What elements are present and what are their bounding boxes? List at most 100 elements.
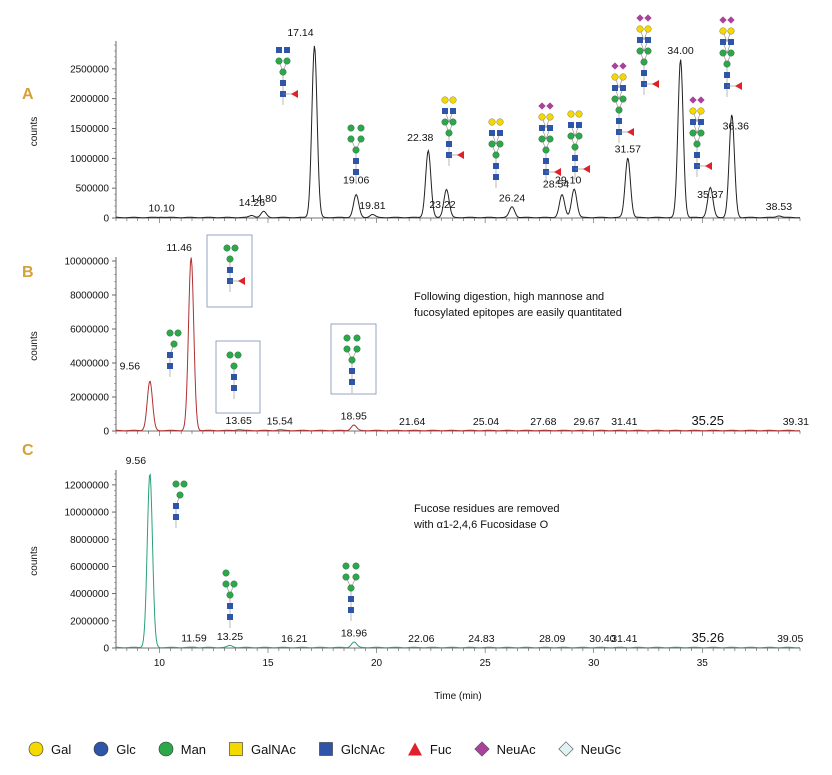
- gal-icon: [449, 96, 457, 104]
- peak-label: 24.83: [468, 633, 494, 645]
- y-tick-label: 2000000: [70, 393, 109, 404]
- man-icon: [230, 580, 238, 588]
- gal-icon: [636, 25, 644, 33]
- man-icon: [615, 106, 623, 114]
- y-tick-label: 2000000: [70, 616, 109, 627]
- peak-label: 28.09: [539, 633, 565, 645]
- man-icon: [727, 49, 735, 57]
- man-icon: [542, 146, 550, 154]
- y-tick-label: 6000000: [70, 562, 109, 573]
- panel-annotation: Following digestion, high mannose and: [414, 291, 604, 303]
- y-tick-label: 6000000: [70, 325, 109, 336]
- glycan-structure-a5: [538, 102, 561, 183]
- peak-label: 35.26: [692, 630, 725, 645]
- man-icon: [619, 95, 627, 103]
- glcnac-icon: [539, 125, 545, 131]
- neuac-icon: [538, 102, 546, 110]
- man-icon: [176, 491, 184, 499]
- peak-label: 9.56: [126, 455, 147, 467]
- x-tick-label: 25: [480, 658, 492, 669]
- peak-label: 30.40: [589, 633, 615, 645]
- man-icon: [347, 584, 355, 592]
- glcnac-icon: [276, 47, 282, 53]
- glycan-structure-b1: [166, 329, 182, 377]
- man-icon: [226, 591, 234, 599]
- man-icon: [343, 334, 351, 342]
- neuac-icon: [689, 96, 697, 104]
- man-icon: [342, 562, 350, 570]
- glycan-structure-c1: [172, 480, 188, 528]
- man-icon: [226, 255, 234, 263]
- glycan-structure-a6: [567, 110, 590, 180]
- glycan-structure-c2: [222, 569, 238, 628]
- glcnac-icon: [724, 72, 730, 78]
- glycan-structure-b3: [226, 351, 242, 399]
- fuc-icon: [583, 165, 590, 173]
- gal-icon: [538, 113, 546, 121]
- glcnac-icon: [450, 108, 456, 114]
- gal-icon: [619, 73, 627, 81]
- glcnac-icon: [348, 607, 354, 613]
- chromatogram-figure: A B C 0 500000 1000000 1500000 2000000 250000…: [22, 14, 809, 702]
- fuc-icon: [407, 742, 422, 756]
- peak-label: 29.10: [555, 174, 581, 186]
- glcnac-icon: [348, 596, 354, 602]
- peak-label: 38.53: [766, 201, 792, 213]
- legend-label: GalNAc: [251, 741, 296, 757]
- legend-item-man: Man: [158, 741, 206, 757]
- man-icon: [226, 351, 234, 359]
- man-icon: [352, 562, 360, 570]
- gal-icon: [727, 27, 735, 35]
- neuac-icon: [719, 16, 727, 24]
- y-axis-title: counts: [29, 546, 40, 575]
- man-icon: [546, 135, 554, 143]
- neuac-icon: [473, 741, 490, 757]
- glcnac-icon: [353, 158, 359, 164]
- man-icon: [275, 57, 283, 65]
- man-icon: [348, 356, 356, 364]
- man-icon: [222, 569, 230, 577]
- legend-item-fuc: Fuc: [407, 741, 452, 757]
- monosaccharide-legend: Gal Glc Man GalNAc GlcNAc Fuc NeuAc NeuGc: [28, 737, 643, 761]
- peak-label: 22.38: [407, 132, 433, 144]
- panel-annotation: Fucose residues are removed: [414, 503, 560, 515]
- man-icon: [352, 146, 360, 154]
- highlight-box: [215, 340, 261, 414]
- glcnac-icon: [612, 85, 618, 91]
- man-icon: [636, 47, 644, 55]
- peak-label: 36.36: [723, 120, 749, 132]
- glycan-structure-a8: [636, 14, 659, 95]
- glcnac-icon: [442, 108, 448, 114]
- highlight-box: [206, 234, 253, 308]
- gal-icon: [611, 73, 619, 81]
- peak-label: 14.26: [239, 197, 265, 209]
- x-axis-title: Time (min): [434, 691, 481, 702]
- glcnac-icon: [620, 85, 626, 91]
- neuac-icon: [636, 14, 644, 22]
- peak-label: 14.80: [251, 193, 277, 205]
- glcnac-icon: [645, 37, 651, 43]
- glycan-structure-b4: [343, 334, 361, 393]
- y-axis-title: counts: [29, 331, 40, 360]
- y-tick-label: 0: [103, 427, 109, 438]
- man-icon: [180, 480, 188, 488]
- peak-label: 39.31: [783, 416, 809, 428]
- glycan-structure-b2: [223, 244, 245, 292]
- legend-item-neuac: NeuAc: [473, 741, 536, 757]
- glcnac-icon: [173, 514, 179, 520]
- peak-label: 16.21: [281, 633, 307, 645]
- gal-icon: [719, 27, 727, 35]
- man-icon: [445, 129, 453, 137]
- man-icon: [538, 135, 546, 143]
- glcnac-icon: [690, 119, 696, 125]
- man-icon: [170, 340, 178, 348]
- neuac-icon: [644, 14, 652, 22]
- glcnac-icon: [231, 385, 237, 391]
- fuc-icon: [457, 151, 464, 159]
- legend-item-galnac: GalNAc: [228, 741, 296, 757]
- glcnac-icon: [446, 141, 452, 147]
- glcnac-icon: [493, 174, 499, 180]
- peak-label: 34.00: [667, 45, 693, 57]
- man-icon: [353, 334, 361, 342]
- peak-label: 19.81: [359, 200, 385, 212]
